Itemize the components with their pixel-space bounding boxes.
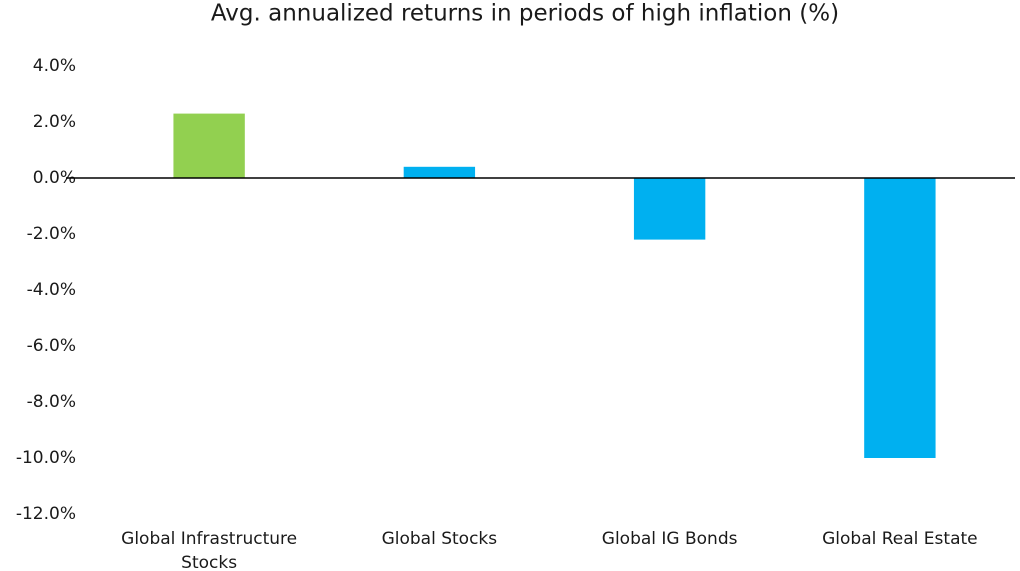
y-tick-label: -8.0% <box>27 392 76 412</box>
y-tick-label: -6.0% <box>27 336 76 356</box>
y-tick-label: -2.0% <box>27 224 76 244</box>
x-tick-label: Global Stocks <box>382 529 498 549</box>
y-tick-label: -12.0% <box>16 504 76 524</box>
x-tick-label: Global Real Estate <box>822 529 978 549</box>
y-tick-label: -10.0% <box>16 448 76 468</box>
bar <box>864 178 936 458</box>
bar <box>173 113 245 178</box>
y-tick-label: -4.0% <box>27 280 76 300</box>
y-tick-label: 2.0% <box>33 112 76 132</box>
bar <box>403 166 476 178</box>
x-tick-label: Global Infrastructure Stocks <box>121 529 297 571</box>
y-tick-label: 0.0% <box>33 168 76 188</box>
chart-title: Avg. annualized returns in periods of hi… <box>211 1 839 27</box>
y-tick-label: 4.0% <box>33 56 76 76</box>
bar <box>633 178 706 240</box>
x-tick-label: Global IG Bonds <box>602 529 738 549</box>
